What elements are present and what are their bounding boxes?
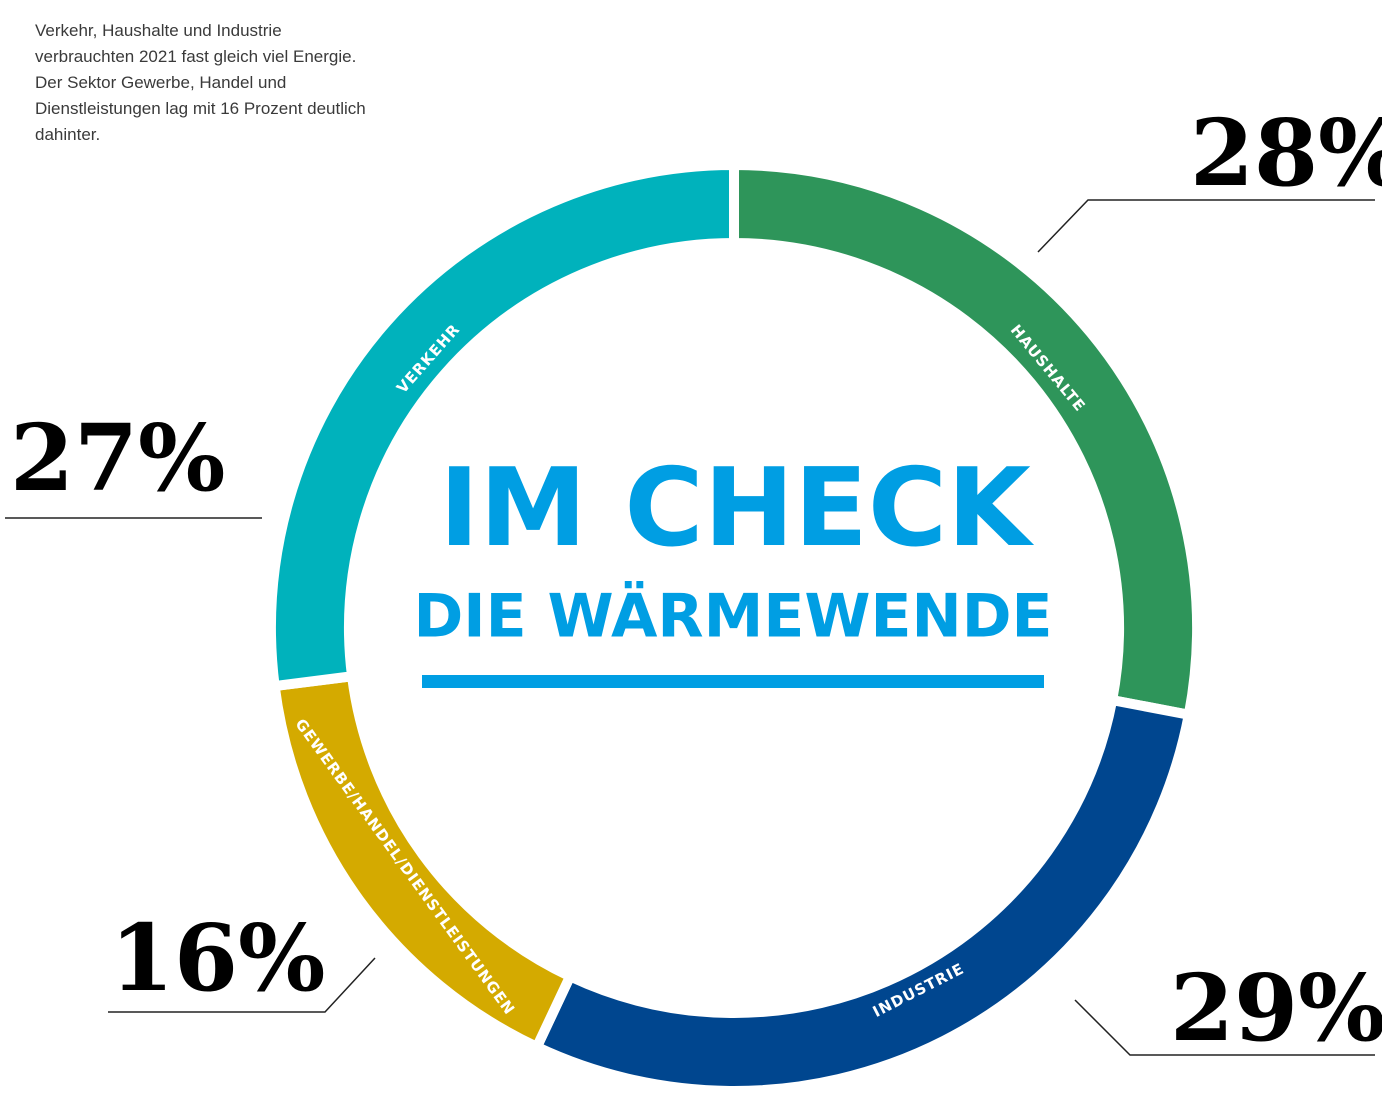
donut [266,159,1202,1096]
segment-label: GEWERBE/HANDEL/DIENSTLEISTUNGEN [292,715,519,1018]
value-label: 29% [1170,954,1382,1062]
value-label: 16% [110,904,325,1012]
title-underline [422,675,1044,688]
value-label: 27% [10,404,225,512]
leader-line [1037,199,1375,253]
chart-title: IM CHECK [439,446,1034,571]
donut-segment [266,159,739,692]
chart-subtitle: DIE WÄRMEWENDE [414,580,1053,652]
donut-segment [530,694,1195,1096]
value-label: 28% [1190,99,1382,207]
intro-text: Verkehr, Haushalte und Industrie verbrau… [35,21,366,144]
leader-line [108,957,376,1013]
leader-line [1074,999,1375,1056]
